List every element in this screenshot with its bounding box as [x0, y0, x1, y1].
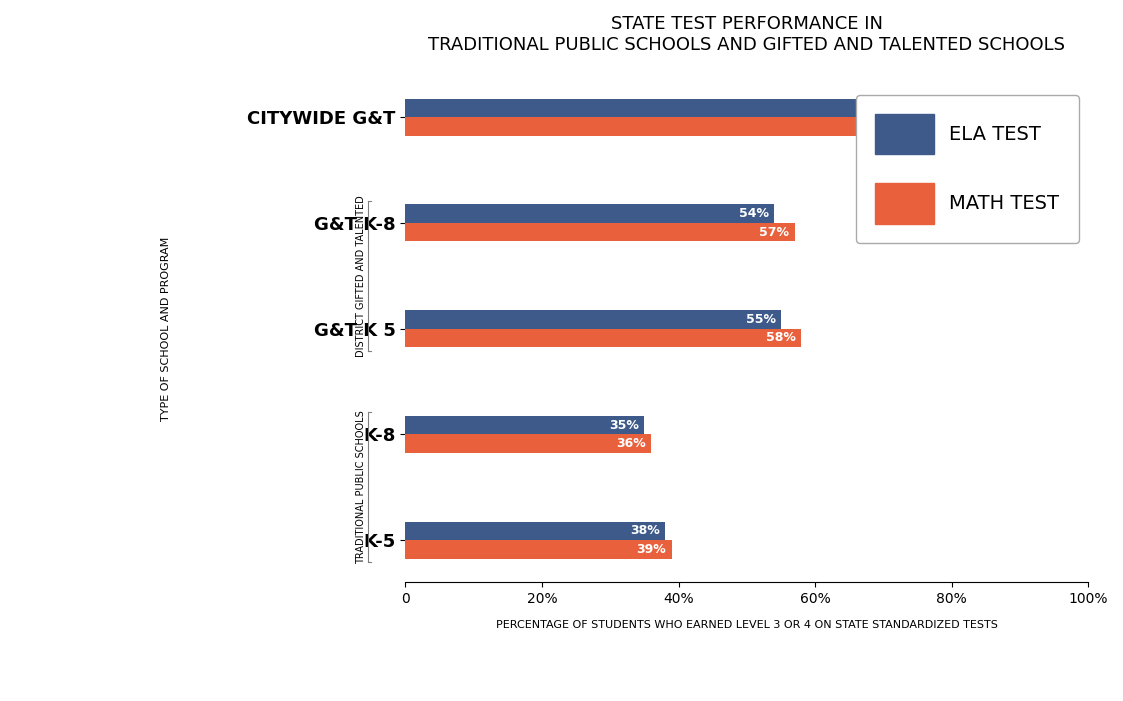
Text: 55%: 55%	[746, 313, 776, 326]
Text: 58%: 58%	[766, 332, 796, 344]
Bar	[405, 223, 795, 241]
Text: 35%: 35%	[609, 418, 639, 432]
Bar	[405, 117, 1061, 135]
Text: 36%: 36%	[617, 437, 646, 450]
Text: 96%: 96%	[1025, 120, 1056, 133]
Title: STATE TEST PERFORMANCE IN
TRADITIONAL PUBLIC SCHOOLS AND GIFTED AND TALENTED SCH: STATE TEST PERFORMANCE IN TRADITIONAL PU…	[428, 15, 1066, 54]
Text: 54%: 54%	[739, 207, 769, 220]
Bar	[405, 204, 774, 223]
Bar	[405, 435, 651, 453]
Bar	[405, 416, 645, 435]
Text: 95%: 95%	[1019, 102, 1049, 114]
Y-axis label: TYPE OF SCHOOL AND PROGRAM: TYPE OF SCHOOL AND PROGRAM	[161, 236, 171, 421]
Bar	[405, 329, 802, 347]
Text: DISTRICT GIFTED AND TALENTED: DISTRICT GIFTED AND TALENTED	[356, 195, 366, 357]
Bar	[405, 540, 672, 559]
X-axis label: PERCENTAGE OF STUDENTS WHO EARNED LEVEL 3 OR 4 ON STATE STANDARDIZED TESTS: PERCENTAGE OF STUDENTS WHO EARNED LEVEL …	[496, 620, 998, 630]
Legend: ELA TEST, MATH TEST: ELA TEST, MATH TEST	[856, 95, 1078, 243]
Text: 39%: 39%	[637, 543, 666, 556]
Text: 38%: 38%	[630, 524, 659, 537]
Bar	[405, 310, 780, 329]
Text: TRADITIONAL PUBLIC SCHOOLS: TRADITIONAL PUBLIC SCHOOLS	[356, 410, 366, 564]
Bar	[405, 99, 1054, 117]
Bar	[405, 522, 665, 540]
Text: 57%: 57%	[759, 226, 789, 238]
